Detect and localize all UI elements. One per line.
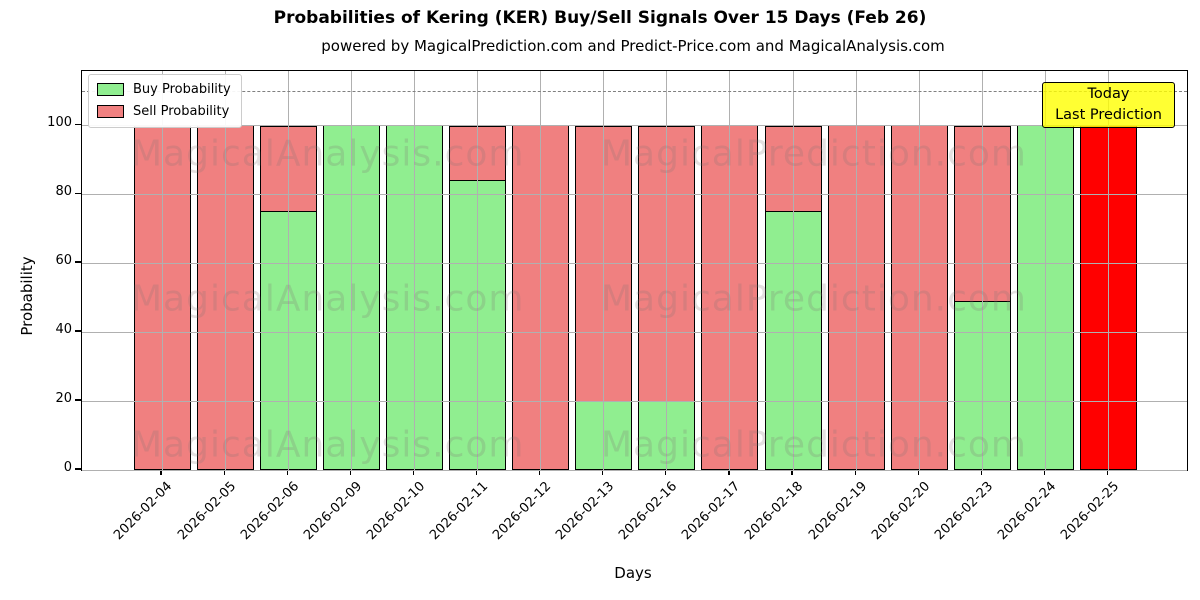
x-tick-mark: [665, 470, 667, 475]
y-tick-mark: [75, 123, 81, 125]
y-tick-label: 80: [55, 184, 72, 200]
v-gridline: [603, 71, 605, 470]
v-gridline: [855, 71, 857, 470]
x-tick-label: 2026-02-13: [553, 479, 618, 544]
h-gridline: [82, 124, 1187, 126]
x-tick-mark: [791, 470, 793, 475]
x-tick-label: 2026-02-05: [174, 479, 239, 544]
x-tick-mark: [854, 470, 856, 475]
x-tick-label: 2026-02-23: [931, 479, 996, 544]
legend-item-sell: Sell Probability: [97, 104, 231, 119]
y-tick-label: 0: [63, 460, 72, 475]
v-gridline: [792, 71, 794, 470]
x-tick-mark: [602, 470, 604, 475]
h-gridline: [82, 262, 1187, 264]
v-gridline: [540, 71, 542, 470]
v-gridline: [666, 71, 668, 470]
y-tick-label: 20: [55, 391, 72, 407]
legend: Buy Probability Sell Probability: [88, 74, 242, 128]
v-gridline: [413, 71, 415, 470]
annotation-line2: Last Prediction: [1055, 107, 1162, 123]
x-tick-label: 2026-02-06: [237, 479, 302, 544]
x-tick-label: 2026-02-04: [111, 479, 176, 544]
buy-swatch-icon: [97, 83, 124, 96]
v-gridline: [161, 71, 163, 470]
threshold-dashed-line: [82, 90, 1187, 92]
x-tick-mark: [475, 470, 478, 475]
x-tick-mark: [539, 470, 541, 475]
v-gridline: [477, 71, 478, 470]
x-tick-mark: [160, 470, 162, 475]
annotation-line1: Today: [1087, 86, 1130, 102]
v-gridline: [1108, 71, 1109, 470]
h-gridline: [82, 400, 1187, 402]
x-tick-label: 2026-02-10: [363, 479, 429, 544]
y-tick-mark: [75, 399, 81, 401]
x-tick-label: 2026-02-11: [427, 479, 492, 544]
y-tick-mark: [75, 330, 81, 332]
y-tick-label: 60: [55, 253, 72, 269]
h-gridline: [82, 193, 1187, 195]
sell-swatch-icon: [97, 105, 124, 118]
x-tick-label: 2026-02-25: [1058, 479, 1123, 544]
x-tick-label: 2026-02-19: [805, 479, 870, 544]
x-tick-label: 2026-02-16: [616, 479, 681, 544]
watermark-text-right: MagicalPrediction.com: [601, 424, 1027, 466]
y-tick-mark: [75, 261, 81, 263]
chart-subtitle: powered by MagicalPrediction.com and Pre…: [321, 37, 945, 55]
x-axis-label: Days: [614, 564, 652, 582]
x-tick-label: 2026-02-18: [742, 479, 807, 544]
x-tick-label: 2026-02-12: [490, 479, 555, 544]
today-annotation: Today Last Prediction: [1042, 82, 1175, 128]
watermark-text-right: MagicalPrediction.com: [601, 278, 1027, 320]
y-tick-mark: [75, 468, 81, 470]
x-tick-mark: [286, 470, 288, 475]
x-tick-mark: [980, 470, 982, 475]
x-tick-label: 2026-02-09: [300, 479, 365, 544]
legend-item-buy: Buy Probability: [97, 82, 231, 97]
x-tick-mark: [917, 470, 919, 475]
v-gridline: [1044, 71, 1046, 470]
watermark-text-left: MagicalAnalysis.com: [131, 424, 525, 466]
watermark-text-left: MagicalAnalysis.com: [131, 133, 525, 175]
legend-sell-label: Sell Probability: [133, 104, 230, 119]
v-gridline: [287, 71, 289, 470]
x-tick-mark: [1106, 470, 1109, 475]
x-tick-mark: [728, 470, 730, 475]
x-tick-label: 2026-02-24: [994, 479, 1060, 544]
watermark-text-right: MagicalPrediction.com: [601, 133, 1027, 175]
x-tick-mark: [412, 470, 415, 475]
x-tick-mark: [223, 470, 225, 475]
v-gridline: [224, 71, 226, 470]
x-tick-mark: [1043, 470, 1046, 475]
v-gridline: [918, 71, 920, 470]
h-gridline: [82, 331, 1187, 333]
x-tick-mark: [349, 470, 351, 475]
y-tick-label: 40: [55, 322, 72, 338]
x-tick-label: 2026-02-20: [868, 479, 933, 544]
h-gridline: [82, 469, 1187, 471]
v-gridline: [729, 71, 731, 470]
legend-buy-label: Buy Probability: [133, 82, 231, 97]
v-gridline: [981, 71, 983, 470]
y-tick-mark: [75, 192, 81, 194]
x-tick-label: 2026-02-17: [679, 479, 744, 544]
watermark-text-left: MagicalAnalysis.com: [131, 278, 525, 320]
v-gridline: [350, 71, 352, 470]
plot-area: MagicalAnalysis.com MagicalPrediction.com…: [81, 70, 1188, 471]
chart-title: Probabilities of Kering (KER) Buy/Sell S…: [273, 8, 927, 28]
y-tick-label: 100: [47, 115, 72, 131]
